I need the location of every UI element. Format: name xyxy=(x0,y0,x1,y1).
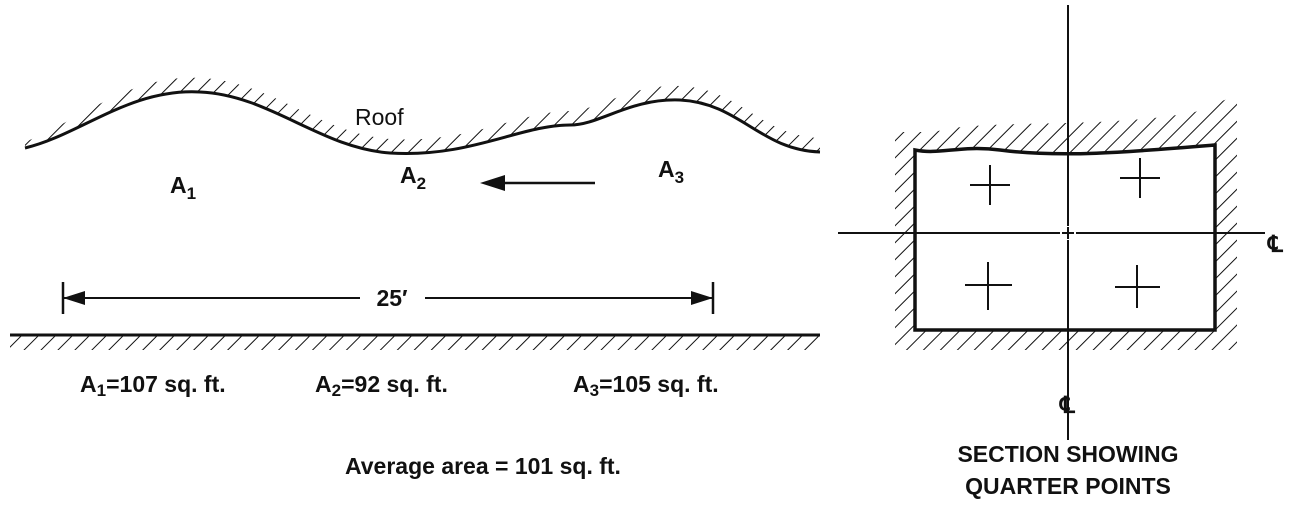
arrow-head xyxy=(480,175,505,191)
area-subscript: 3 xyxy=(590,381,599,400)
centerline-symbol: ℄ xyxy=(1267,231,1284,257)
section-hatch xyxy=(895,95,1237,350)
area-name: A xyxy=(658,156,675,182)
span-label: 25′ xyxy=(376,285,408,311)
area-value: A3=105 sq. ft. xyxy=(573,371,719,400)
area-subscript: 2 xyxy=(417,174,426,193)
dimension-arrow xyxy=(63,291,85,305)
area-name: A xyxy=(170,172,187,198)
area-subscript: 1 xyxy=(187,184,196,203)
centerline-symbol: ℄ xyxy=(1059,392,1076,418)
average-text: Average area = 101 sq. ft. xyxy=(345,453,621,479)
area-value: A2=92 sq. ft. xyxy=(315,371,448,400)
area-name: A xyxy=(80,371,97,397)
dimension-arrow xyxy=(691,291,713,305)
roof-hatch xyxy=(25,77,820,154)
area-name: A xyxy=(315,371,332,397)
area-value: A1=107 sq. ft. xyxy=(80,371,226,400)
area-subscript: 2 xyxy=(332,381,341,400)
area-text: =105 sq. ft. xyxy=(599,371,719,397)
area-subscript: 1 xyxy=(97,381,106,400)
area-name: A xyxy=(573,371,590,397)
area-text: =92 sq. ft. xyxy=(341,371,448,397)
caption: QUARTER POINTS xyxy=(965,473,1171,499)
area-label: A1 xyxy=(170,172,196,203)
ground-hatch xyxy=(10,336,820,350)
caption: SECTION SHOWING xyxy=(957,441,1178,467)
quarter-points xyxy=(965,158,1160,310)
area-label: A3 xyxy=(658,156,684,187)
roof-line xyxy=(24,90,821,156)
roof-label: Roof xyxy=(355,104,404,130)
area-label: A2 xyxy=(400,162,426,193)
area-name: A xyxy=(400,162,417,188)
area-subscript: 3 xyxy=(675,168,684,187)
area-text: =107 sq. ft. xyxy=(106,371,226,397)
section-outline xyxy=(913,143,1217,332)
